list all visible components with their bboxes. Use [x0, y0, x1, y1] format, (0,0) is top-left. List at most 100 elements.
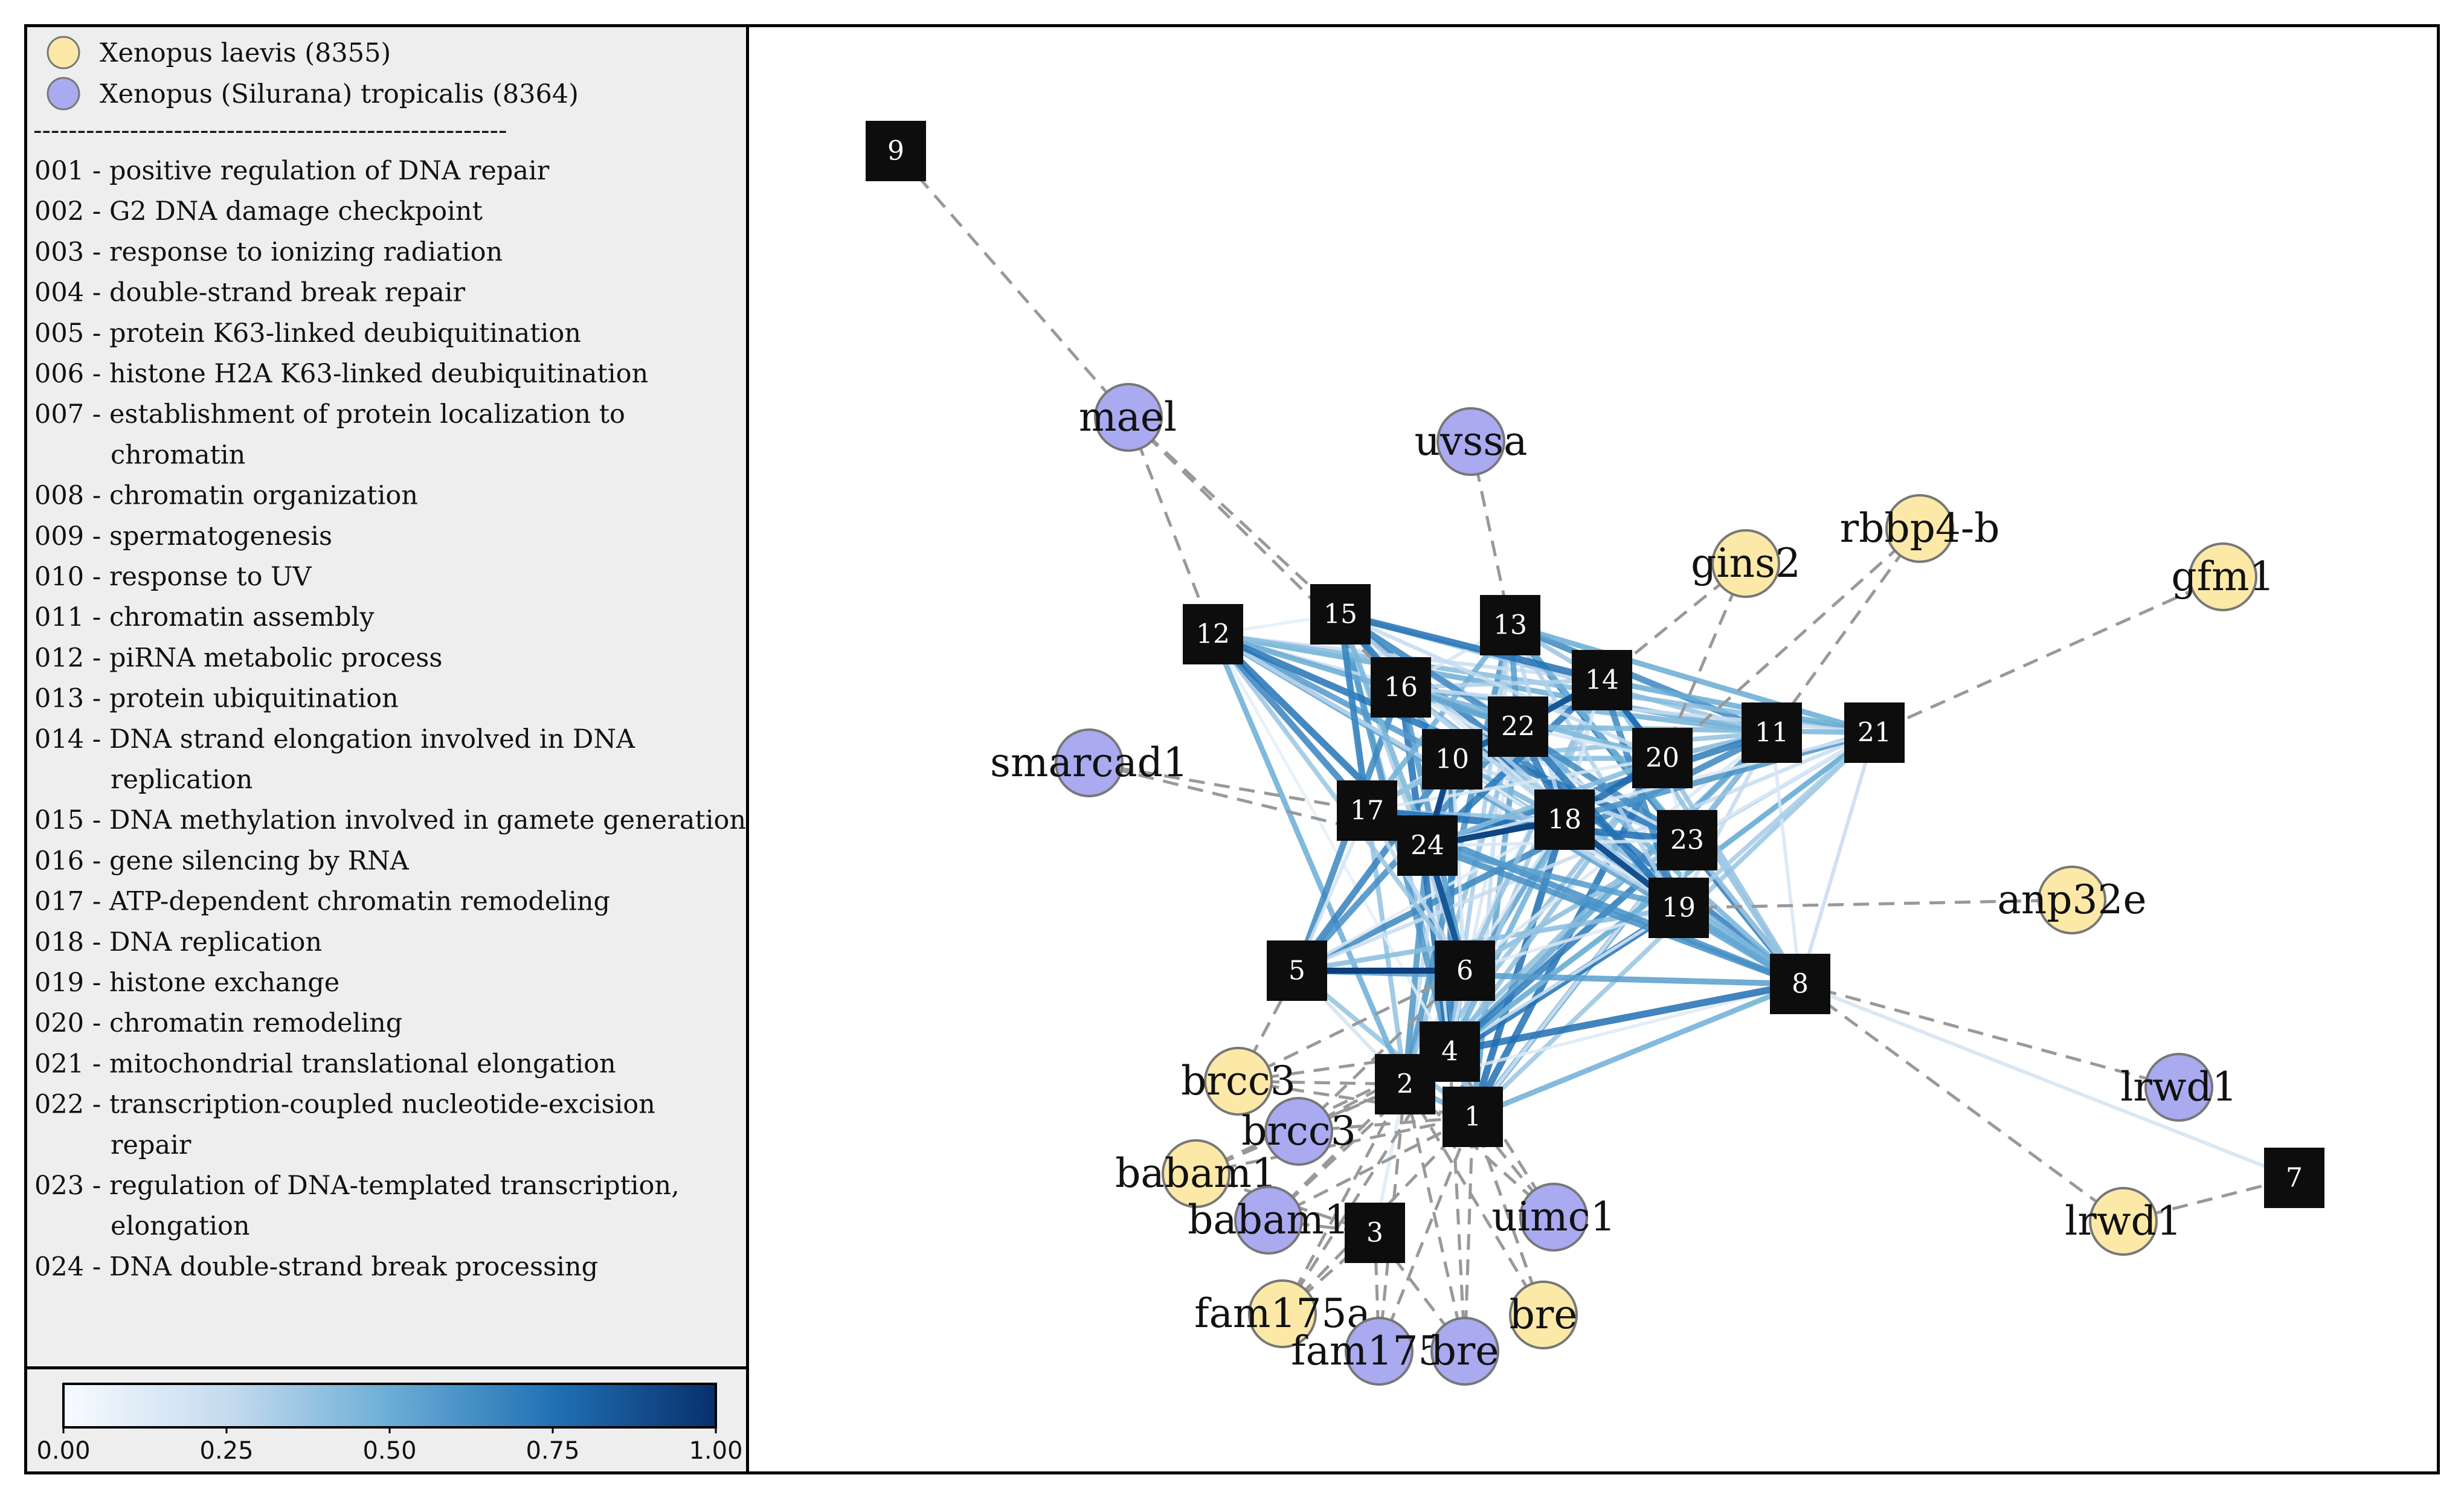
- colorbar-tick-label: 0.75: [526, 1437, 579, 1465]
- colorbar-panel: 0.00 0.25 0.50 0.75 1.00: [24, 1369, 749, 1474]
- gene-node-label: lrwd1: [2120, 1064, 2237, 1110]
- term-edge: [1469, 818, 1568, 1118]
- gene-term-edge: [1403, 1083, 1545, 1316]
- gene-term-edge: [1267, 1115, 1474, 1222]
- gene-node-circle: [1509, 1281, 1578, 1349]
- gene-node-label: brcc3: [1181, 1058, 1296, 1104]
- term-node-label: 7: [2286, 1163, 2303, 1194]
- legend-term-017: 017 - ATP-dependent chromatin remodeling: [34, 887, 610, 917]
- term-node-box: [1310, 584, 1371, 645]
- legend-term-007: 007 - establishment of protein localizat…: [34, 399, 625, 429]
- term-node-label: 13: [1493, 610, 1527, 641]
- gene-node-babam1: babam1: [1115, 1139, 1277, 1208]
- gene-term-edge: [1873, 575, 2224, 735]
- species-legend-marker: [47, 77, 80, 111]
- gene-node-label: lrwd1: [2065, 1198, 2181, 1244]
- term-edge: [1509, 622, 1876, 736]
- term-node-label: 22: [1501, 712, 1535, 742]
- term-node-3: 3: [1345, 1203, 1405, 1263]
- term-node-label: 1: [1464, 1102, 1481, 1133]
- legend-term-001: 001 - positive regulation of DNA repair: [34, 156, 550, 186]
- gene-node-label: mael: [1079, 394, 1177, 440]
- legend-term-011: 011 - chromatin assembly: [34, 602, 375, 632]
- term-edge: [1601, 677, 1875, 736]
- gene-term-edge: [1403, 1084, 1467, 1352]
- gene-node-label: bre: [1431, 1328, 1499, 1374]
- term-edge: [1366, 756, 1663, 812]
- species-legend-label: Xenopus (Silurana) tropicalis (8364): [100, 79, 579, 109]
- gene-node-label: uvssa: [1415, 418, 1528, 465]
- gene-node-label: gins2: [1691, 540, 1801, 587]
- legend-term-014: replication: [111, 765, 253, 795]
- gene-node-label: brcc3: [1241, 1108, 1356, 1154]
- gene-node-circle: [1436, 407, 1505, 476]
- gene-term-edge: [1799, 982, 2125, 1223]
- colorbar-gradient: [62, 1383, 717, 1429]
- term-edge: [1426, 843, 1680, 911]
- term-node-12: 12: [1183, 604, 1243, 664]
- gene-term-edge: [1127, 417, 1215, 635]
- legend-term-004: 004 - double-strand break repair: [34, 278, 466, 308]
- network-graph-panel: 1 2 3 4 5 6 7 8 9 10 11 12 13 14 15 16 17 18 19 20 21 22 23 24 m…: [749, 24, 2440, 1474]
- term-node-box: [1844, 702, 1905, 763]
- gene-node-brcc3: brcc3: [1181, 1047, 1296, 1116]
- gene-node-rbbp4-b: rbbp4-b: [1840, 494, 1999, 563]
- gene-node-circle: [1162, 1139, 1230, 1208]
- term-node-15: 15: [1310, 584, 1371, 645]
- term-node-19: 19: [1649, 878, 1709, 938]
- gene-term-edge: [1800, 982, 2179, 1089]
- colorbar-tick-label: 0.50: [362, 1437, 416, 1465]
- term-node-box: [1422, 729, 1482, 789]
- term-node-box: [1345, 1203, 1405, 1263]
- term-edge: [1686, 731, 1876, 842]
- gene-node-gfm1: gfm1: [2171, 542, 2275, 611]
- term-node-5: 5: [1267, 940, 1327, 1001]
- term-edge: [1517, 724, 1875, 736]
- term-node-16: 16: [1371, 657, 1431, 718]
- term-node-label: 10: [1435, 744, 1469, 775]
- term-node-box: [866, 121, 926, 181]
- gene-node-label: bre: [1510, 1291, 1578, 1338]
- term-node-box: [1572, 650, 1632, 710]
- gene-term-edge: [1377, 1116, 1475, 1352]
- term-edge: [1508, 624, 1681, 909]
- term-edge: [1211, 633, 1452, 1053]
- legend-term-003: 003 - response to ionizing radiation: [34, 237, 503, 267]
- gene-node-label: fam175a: [1194, 1290, 1371, 1337]
- gene-node-circle: [1430, 1317, 1499, 1386]
- legend-term-016: 016 - gene silencing by RNA: [34, 846, 410, 876]
- term-node-label: 5: [1288, 956, 1305, 986]
- term-node-14: 14: [1572, 650, 1632, 710]
- term-node-box: [1770, 954, 1830, 1014]
- gene-term-edge: [1127, 416, 1342, 616]
- term-node-21: 21: [1844, 702, 1905, 763]
- gene-term-edge: [1281, 1083, 1407, 1315]
- legend-term-010: 010 - response to UV: [34, 562, 312, 592]
- gene-node-circle: [1094, 383, 1163, 452]
- species-legend-marker: [47, 36, 80, 69]
- gene-node-circle: [1204, 1047, 1273, 1116]
- term-node-box: [1480, 595, 1540, 655]
- legend-term-013: 013 - protein ubiquitination: [34, 684, 399, 714]
- legend-term-023: 023 - regulation of DNA-templated transc…: [34, 1171, 680, 1201]
- colorbar-tick-label: 1.00: [689, 1437, 742, 1465]
- term-edge: [1426, 843, 1801, 987]
- term-node-label: 3: [1366, 1218, 1383, 1249]
- term-node-box: [1443, 1087, 1503, 1147]
- term-edge: [1339, 612, 1664, 760]
- gene-term-edge: [1298, 1082, 1406, 1133]
- gene-term-edge: [895, 150, 1130, 419]
- gene-node-anp32e: anp32e: [1997, 866, 2147, 934]
- term-node-22: 22: [1488, 696, 1548, 757]
- gene-node-lrwd1: lrwd1: [2065, 1187, 2182, 1256]
- legend-term-021: 021 - mitochondrial translational elonga…: [34, 1049, 616, 1079]
- colorbar-tick-label: 0.25: [199, 1437, 253, 1465]
- legend-term-008: 008 - chromatin organization: [34, 481, 418, 511]
- term-node-box: [1488, 696, 1548, 757]
- gene-node-label: uimc1: [1491, 1194, 1615, 1240]
- term-node-box: [1632, 728, 1693, 788]
- term-node-box: [1420, 1021, 1480, 1082]
- gene-node-circle: [1264, 1097, 1333, 1166]
- gene-term-edge: [1089, 761, 1368, 812]
